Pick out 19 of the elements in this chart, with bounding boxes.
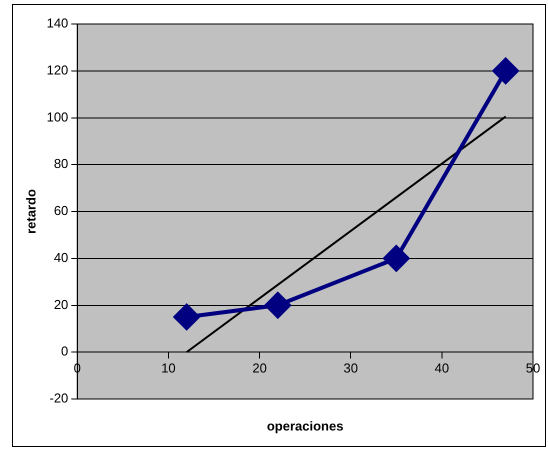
y-tick-label: 40 — [54, 250, 68, 265]
point — [492, 58, 519, 84]
y-tick-label: 100 — [46, 109, 68, 124]
x-tick-label: 30 — [343, 360, 358, 376]
y-tick-label: 120 — [46, 62, 68, 78]
y-tick-label: 20 — [54, 296, 68, 312]
x-tick-label: 20 — [252, 360, 267, 376]
y-tick-label: 0 — [61, 344, 68, 359]
point — [264, 292, 291, 318]
y-tick-label: 60 — [54, 203, 68, 218]
x-axis-title: operaciones — [266, 418, 344, 434]
y-tick-label: 140 — [46, 16, 68, 31]
y-tick-label: 80 — [54, 156, 68, 172]
point — [174, 304, 200, 330]
y-axis-title: retardo — [23, 189, 38, 234]
x-tick-label: 10 — [161, 360, 176, 376]
point — [383, 245, 410, 272]
y-tick-label: -20 — [49, 390, 68, 406]
x-tick-label: 40 — [434, 360, 450, 376]
